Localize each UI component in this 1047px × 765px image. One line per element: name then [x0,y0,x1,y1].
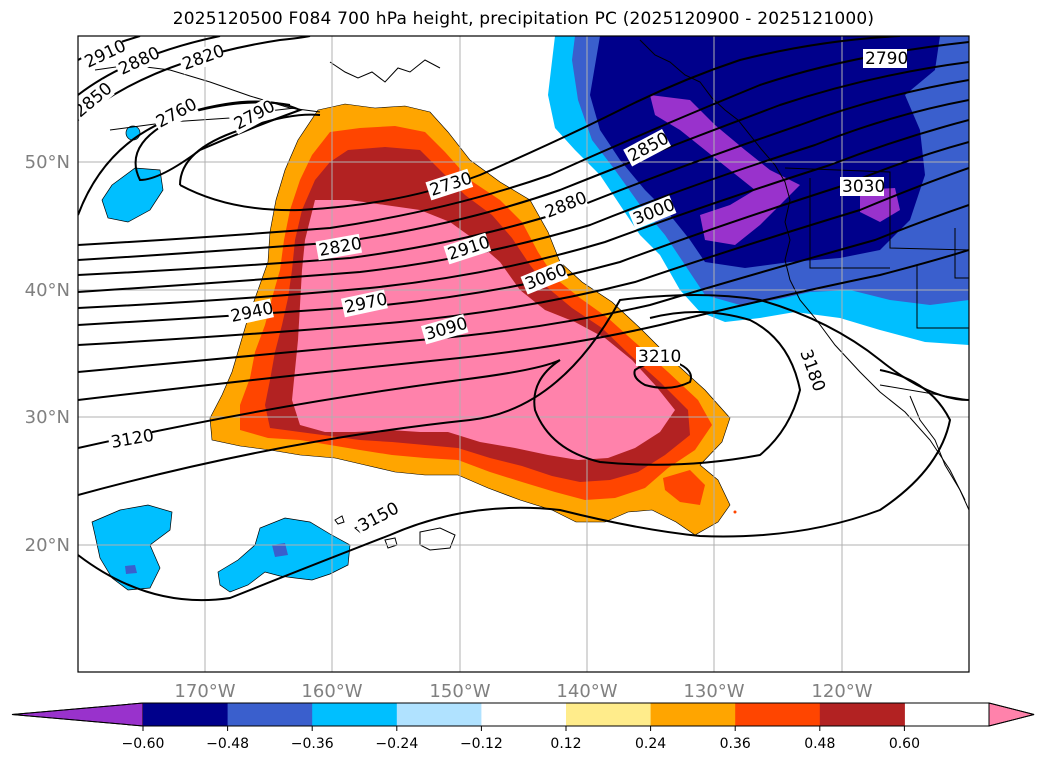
colorbar-segment [481,703,567,726]
colorbar-tick-label: 0.36 [720,736,751,752]
map-title: 2025120500 F084 700 hPa height, precipit… [172,9,875,29]
lon-label: 160°W [301,681,362,702]
colorbar-segment [735,703,821,726]
lat-label: 20°N [25,535,70,556]
colorbar-tick-label: 0.48 [804,736,835,752]
colorbar-tick-label: −0.48 [206,736,249,752]
lat-label: 50°N [25,152,70,173]
map-area: 2910 2880 2820 2850 2760 2790 2700 2730 … [78,36,969,672]
colorbar-segment [396,703,482,726]
latitude-labels: 50°N 40°N 30°N 20°N [25,152,70,556]
lon-label: 140°W [556,681,617,702]
contour-label: 3210 [638,347,681,367]
colorbar-segment [819,703,905,726]
lon-label: 130°W [683,681,744,702]
colorbar-tick-label: 0.60 [889,736,920,752]
colorbar-tick-label: −0.60 [122,736,165,752]
colorbar-tick-label: −0.36 [291,736,334,752]
height-contours [78,36,969,602]
contour-label: 3030 [842,177,885,197]
map-frame [77,35,970,673]
colorbar-segment [143,703,229,726]
lon-label: 120°W [811,681,872,702]
colorbar-extend-min [11,702,144,727]
lon-label: 170°W [174,681,235,702]
contour-label: 2790 [865,49,908,69]
colorbar-tick-label: −0.12 [460,736,503,752]
colorbar-extend-max [988,702,1035,727]
colorbar-tick-label: 0.12 [550,736,581,752]
gridlines [78,36,969,672]
longitude-labels: 170°W 160°W 150°W 140°W 130°W 120°W [174,681,872,702]
colorbar-tick-label: 0.24 [635,736,666,752]
colorbar-segment [650,703,736,726]
colorbar-segment [227,703,313,726]
colorbar-tick-label: −0.24 [375,736,418,752]
colorbar: −0.60 −0.48 −0.36 −0.24 −0.12 0.12 0.24 0.36 0.4… [11,702,1035,752]
colorbar-segment [312,703,398,726]
lon-label: 150°W [429,681,490,702]
colorbar-segment [566,703,652,726]
lat-label: 40°N [25,280,70,301]
lat-label: 30°N [25,407,70,428]
negative-patches [91,125,351,593]
